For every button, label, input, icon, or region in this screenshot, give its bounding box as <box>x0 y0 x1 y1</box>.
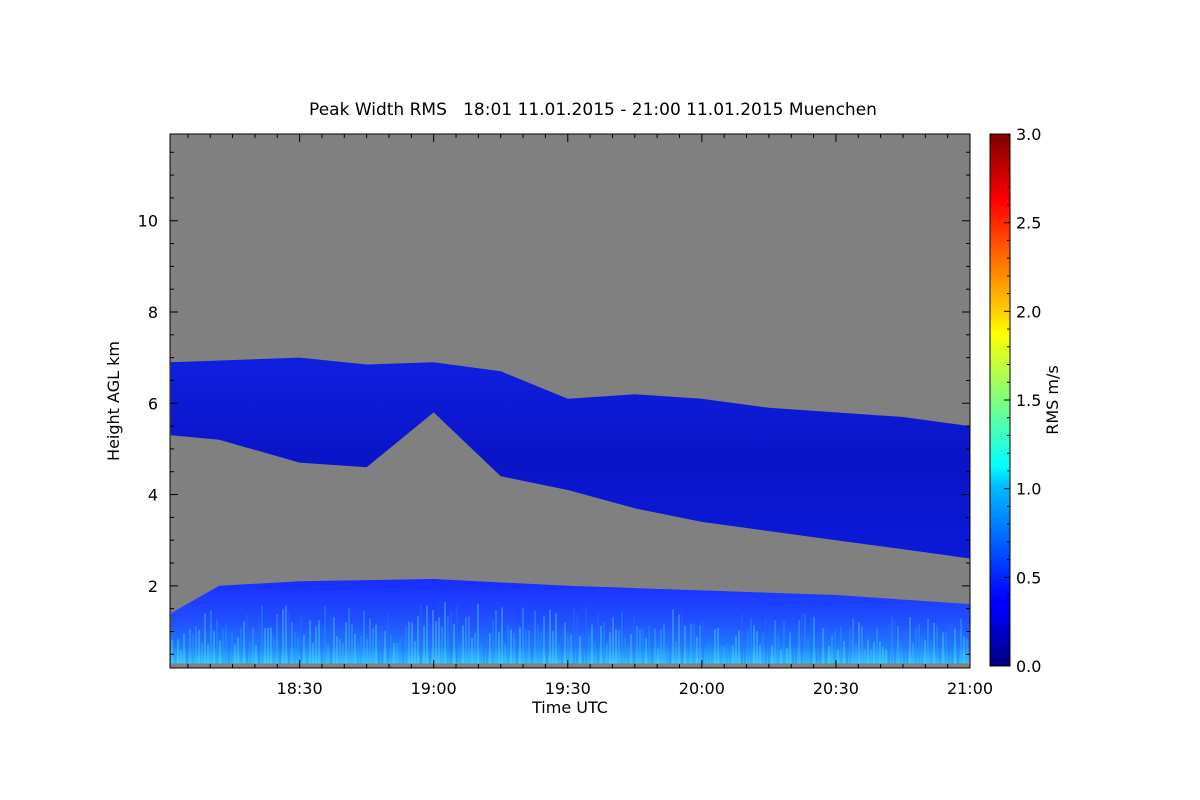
x-axis: 18:30 19:00 19:30 20:00 20:30 21:00 <box>187 134 993 698</box>
colorbar-tick-label: 2.5 <box>1016 214 1041 233</box>
x-tick-label: 20:30 <box>813 679 859 698</box>
x-tick-label: 20:00 <box>679 679 725 698</box>
echo-layer-lower <box>170 579 970 664</box>
colorbar-tick-label: 2.0 <box>1016 302 1041 321</box>
colorbar-tick-label: 0.0 <box>1016 657 1041 676</box>
x-tick-label: 19:00 <box>411 679 457 698</box>
echo-layer-upper <box>170 357 970 559</box>
x-tick-label: 21:00 <box>947 679 993 698</box>
echo-layers <box>170 357 970 664</box>
colorbar-ticks: 0.0 0.5 1.0 1.5 2.0 2.5 3.0 <box>1004 125 1041 676</box>
colorbar-tick-label: 1.5 <box>1016 391 1041 410</box>
colorbar-tick-label: 3.0 <box>1016 125 1041 144</box>
colorbar: 0.0 0.5 1.0 1.5 2.0 2.5 3.0 RMS m/s <box>989 125 1062 676</box>
y-tick-label: 4 <box>148 486 158 505</box>
y-axis: 2 4 6 8 10 <box>138 151 970 655</box>
chart-title: Peak Width RMS 18:01 11.01.2015 - 21:00 … <box>309 100 877 120</box>
colorbar-tick-label: 1.0 <box>1016 480 1041 499</box>
colorbar-label: RMS m/s <box>1043 365 1062 434</box>
x-tick-label: 18:30 <box>277 679 323 698</box>
x-axis-label: Time UTC <box>531 698 608 717</box>
y-tick-label: 6 <box>148 394 158 413</box>
plot-frame <box>169 133 971 669</box>
y-tick-label: 8 <box>148 303 158 322</box>
y-axis-label: Height AGL km <box>104 341 123 461</box>
y-tick-label: 2 <box>148 577 158 596</box>
y-tick-label: 10 <box>138 212 158 231</box>
x-tick-label: 19:30 <box>545 679 591 698</box>
turbulence-streaks <box>171 601 968 664</box>
colorbar-tick-label: 0.5 <box>1016 568 1041 587</box>
